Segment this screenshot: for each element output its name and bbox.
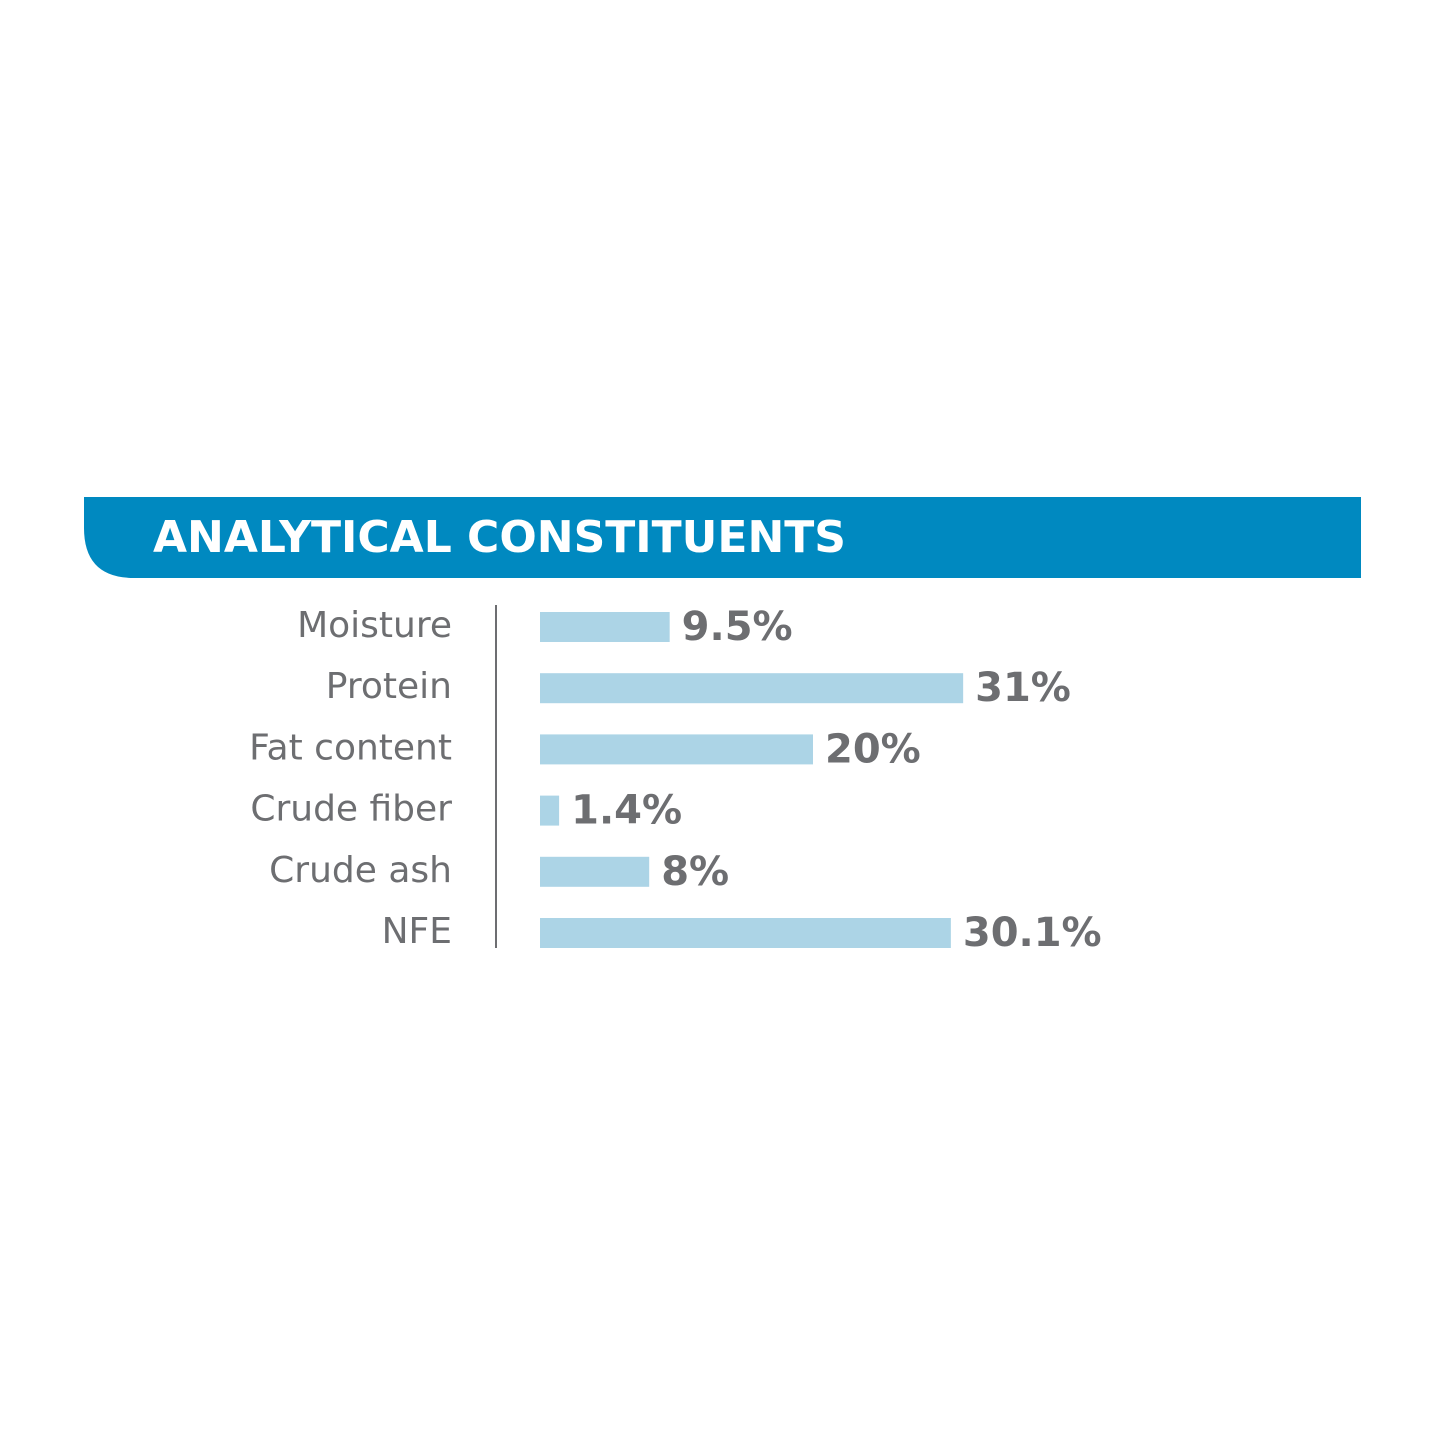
value-label: 1.4% <box>571 788 682 834</box>
category-label: Crude ash <box>269 850 452 891</box>
bar <box>540 918 951 948</box>
value-label: 8% <box>661 849 729 895</box>
value-label: 9.5% <box>682 604 793 650</box>
header-band <box>84 497 1361 578</box>
bar <box>540 673 964 704</box>
bar <box>540 856 650 887</box>
bar <box>540 734 813 765</box>
chart-title: ANALYTICAL CONSTITUENTS <box>153 512 846 563</box>
bar <box>540 612 670 642</box>
value-label: 31% <box>975 665 1071 711</box>
category-label: Moisture <box>297 605 452 646</box>
category-label: Crude fiber <box>250 789 452 830</box>
category-label: Fat content <box>249 727 452 768</box>
category-label: NFE <box>382 911 452 952</box>
bar <box>540 795 560 826</box>
value-label: 20% <box>825 726 921 772</box>
category-label: Protein <box>326 666 452 707</box>
value-label: 30.1% <box>963 910 1102 956</box>
